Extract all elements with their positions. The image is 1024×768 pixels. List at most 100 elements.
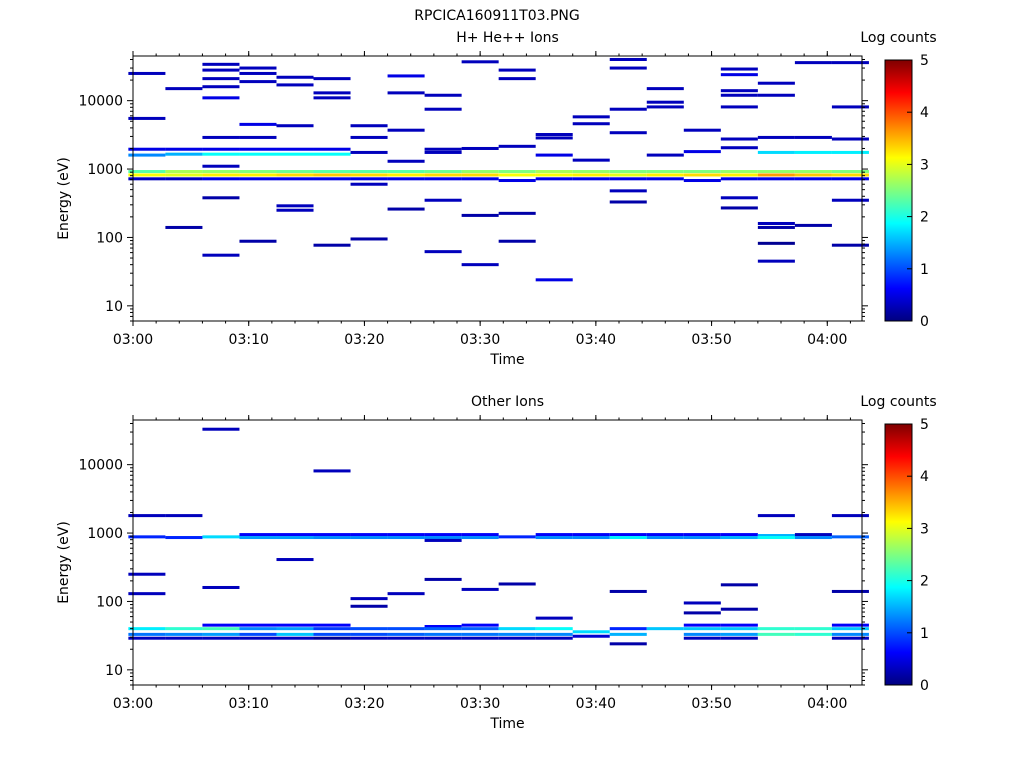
- heatmap-cell: [387, 536, 425, 540]
- x-tick-label: 03:40: [576, 332, 616, 348]
- heatmap-cell: [165, 147, 203, 151]
- x-tick-label: 03:40: [576, 696, 616, 712]
- heatmap-cell: [757, 93, 795, 97]
- heatmap-cell: [313, 177, 351, 181]
- heatmap-cell: [202, 96, 240, 100]
- heatmap-cell: [683, 150, 721, 154]
- x-tick-label: 03:20: [344, 696, 384, 712]
- heatmap-cell: [387, 207, 425, 211]
- heatmap-cell: [424, 632, 462, 636]
- heatmap-cell: [646, 153, 684, 157]
- heatmap-cell: [794, 533, 832, 537]
- y-tick-label: 10: [105, 663, 123, 679]
- heatmap-cell: [202, 585, 240, 589]
- heatmap-cell: [757, 173, 795, 177]
- heatmap-cell: [461, 587, 499, 591]
- colorbar-tick-label: 0: [920, 678, 929, 694]
- heatmap-cell: [831, 170, 869, 174]
- y-axis: 10 100 1000 10000: [78, 422, 868, 686]
- heatmap-cell: [609, 589, 647, 593]
- heatmap-cell: [572, 533, 610, 537]
- colorbar: 0 1 2 3 4 5 Log counts: [860, 30, 936, 330]
- heatmap-cell: [498, 632, 536, 636]
- heatmap-cell: [609, 627, 647, 631]
- heatmap-cell: [165, 177, 203, 181]
- heatmap-cell: [276, 533, 314, 537]
- heatmap-cell: [350, 173, 388, 177]
- heatmap-cell: [276, 173, 314, 177]
- plot-frame: [132, 55, 863, 322]
- heatmap-cell: [831, 243, 869, 247]
- heatmap-cell: [535, 177, 573, 181]
- heatmap-cell: [202, 253, 240, 257]
- heatmap-cell: [202, 147, 240, 151]
- heatmap-cell: [350, 536, 388, 540]
- heatmap-cell: [276, 75, 314, 79]
- heatmap-cell: [387, 632, 425, 636]
- heatmap-cell: [276, 632, 314, 636]
- heatmap-cell: [202, 164, 240, 168]
- heatmap-cell: [424, 536, 462, 540]
- heatmap-cell: [498, 582, 536, 586]
- heatmap-cell: [239, 80, 277, 84]
- y-axis-label: Energy (eV): [56, 521, 72, 604]
- heatmap-cell: [461, 60, 499, 64]
- heatmap-cell: [202, 196, 240, 200]
- y-tick-label: 100: [96, 230, 123, 246]
- heatmap-cell: [646, 627, 684, 631]
- heatmap-cell: [387, 592, 425, 596]
- heatmap-cell: [720, 583, 758, 587]
- heatmap-cell: [720, 173, 758, 177]
- heatmap-cell: [572, 122, 610, 126]
- heatmap-cell: [609, 533, 647, 537]
- heatmap-cell: [609, 536, 647, 540]
- heatmap-cell: [794, 135, 832, 139]
- colorbar-tick-label: 0: [920, 314, 929, 330]
- x-tick-label: 03:20: [344, 332, 384, 348]
- heatmap-cell: [646, 533, 684, 537]
- heatmap-cell: [794, 223, 832, 227]
- heatmap-cell: [720, 623, 758, 627]
- heatmap-cell: [461, 177, 499, 181]
- heatmap-cell: [165, 87, 203, 91]
- heatmap-cell: [313, 533, 351, 537]
- heatmap-cells: [128, 57, 869, 282]
- heatmap-cell: [239, 623, 277, 627]
- heatmap-cell: [461, 627, 499, 631]
- y-tick-label: 1000: [87, 162, 123, 178]
- heatmap-cell: [683, 128, 721, 132]
- heatmap-cell: [165, 152, 203, 156]
- heatmap-cell: [683, 632, 721, 636]
- heatmap-cell: [202, 68, 240, 72]
- heatmap-cell: [276, 177, 314, 181]
- heatmap-cell: [387, 128, 425, 132]
- heatmap-cell: [128, 535, 166, 539]
- heatmap-cell: [424, 625, 462, 629]
- heatmap-cell: [276, 208, 314, 212]
- heatmap-cell: [387, 533, 425, 537]
- heatmap-cell: [239, 632, 277, 636]
- heatmap-cell: [165, 536, 203, 540]
- heatmap-cell: [572, 536, 610, 540]
- heatmap-cell: [572, 634, 610, 638]
- heatmap-cell: [202, 62, 240, 66]
- heatmap-cell: [128, 71, 166, 75]
- heatmap-cell: [720, 93, 758, 97]
- heatmap-cell: [276, 204, 314, 208]
- heatmap-cell: [313, 632, 351, 636]
- heatmap-cell: [128, 177, 166, 181]
- heatmap-cell: [313, 469, 351, 473]
- heatmap-cell: [831, 173, 869, 177]
- heatmap-cell: [239, 239, 277, 243]
- heatmap-cell: [609, 173, 647, 177]
- heatmap-cell: [609, 632, 647, 636]
- heatmap-cell: [128, 636, 166, 640]
- heatmap-cell: [757, 514, 795, 518]
- colorbar-tick-label: 3: [920, 521, 929, 537]
- heatmap-cell: [461, 213, 499, 217]
- colorbar-tick-label: 3: [920, 157, 929, 173]
- heatmap-cell: [757, 627, 795, 631]
- heatmap-cell: [202, 135, 240, 139]
- heatmap-cell: [683, 601, 721, 605]
